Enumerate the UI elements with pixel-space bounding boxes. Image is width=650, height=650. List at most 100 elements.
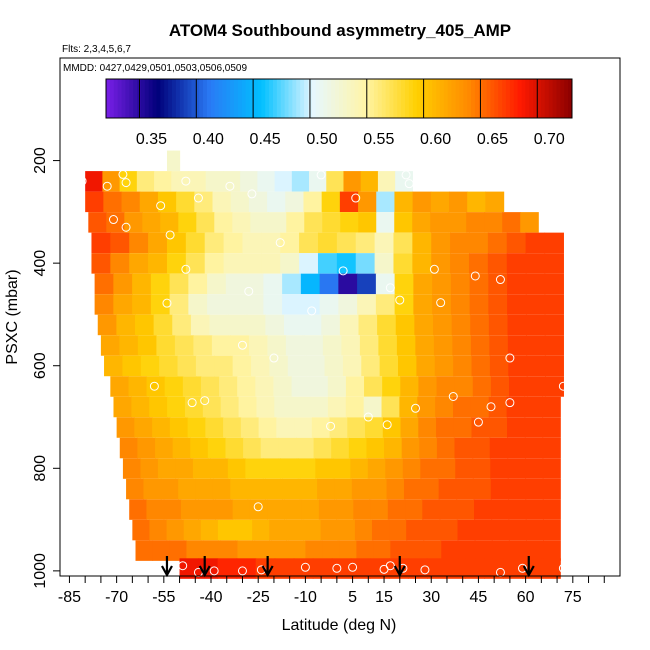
colorbar-segment (490, 79, 495, 118)
heat-cell (187, 417, 206, 438)
heat-cell (430, 212, 449, 233)
heat-cell (450, 253, 470, 274)
heat-cell (265, 478, 283, 500)
heat-cell (453, 355, 473, 377)
data-point (118, 169, 128, 179)
heat-cell (269, 355, 289, 377)
colorbar-segment (106, 79, 111, 118)
profile-arrows (161, 556, 535, 578)
heat-cell (284, 314, 304, 336)
heat-cell (336, 232, 357, 254)
heat-cell (285, 191, 305, 213)
heat-cell (263, 273, 283, 295)
heat-cell (300, 294, 321, 315)
heat-cell (178, 478, 197, 500)
colorbar-segment (350, 79, 356, 118)
colorbar-segment (529, 79, 534, 118)
data-point (495, 275, 505, 285)
heat-cell (274, 171, 293, 192)
colorbar-segment (280, 79, 286, 118)
data-point (379, 564, 389, 574)
heat-cell (116, 314, 136, 336)
heat-cell (472, 458, 491, 479)
heat-cell (150, 273, 171, 295)
colorbar-tick-label: 0.65 (477, 131, 508, 148)
data-point (505, 353, 515, 363)
heat-cell (466, 212, 485, 233)
heat-cell (129, 499, 148, 520)
heat-cell (337, 519, 356, 541)
heat-cell (491, 499, 510, 520)
heat-cell (140, 355, 160, 377)
data-point (558, 563, 568, 573)
heat-cell (453, 396, 472, 418)
data-point (178, 561, 188, 571)
colorbar-segment (222, 79, 227, 118)
heat-cell (204, 232, 225, 254)
colorbar-segment (144, 79, 150, 118)
heat-cell (400, 417, 419, 438)
heat-cell (134, 417, 153, 438)
heat-cell (309, 171, 327, 192)
heat-cell (85, 171, 103, 192)
heat-cell (299, 478, 318, 500)
heat-cell (300, 273, 321, 295)
heat-cell (91, 253, 111, 274)
heat-cell (384, 437, 403, 459)
colorbar-segment (269, 79, 274, 118)
heat-cell (525, 273, 546, 295)
x-tick-label: -40 (199, 589, 222, 606)
heat-cell (371, 519, 390, 541)
heat-cell (363, 396, 383, 418)
heat-cell (436, 437, 456, 459)
heat-cell (173, 150, 181, 172)
heat-cell (348, 437, 368, 459)
colorbar-segment (249, 79, 255, 118)
heat-cell (142, 212, 161, 233)
heat-cell (488, 294, 508, 315)
colorbar-segment (210, 79, 216, 118)
heat-cell (361, 355, 381, 377)
colorbar (105, 78, 573, 119)
heat-cell (525, 499, 544, 520)
data-point (77, 176, 87, 186)
heat-cell (149, 396, 168, 418)
heat-cell (299, 253, 319, 274)
x-axis: -85 -70 -55 -40 -25 -10 5 15 30 45 60 75 (58, 576, 605, 606)
heat-cell (303, 191, 323, 213)
data-point (237, 340, 247, 350)
heat-cell (507, 294, 527, 315)
heat-cell (225, 294, 246, 315)
heat-cell (222, 171, 241, 192)
heat-cell (322, 540, 340, 561)
x-tick-label: -55 (152, 589, 175, 606)
heat-cell (434, 355, 454, 377)
data-point (395, 295, 405, 305)
heat-cell (237, 540, 256, 561)
colorbar-segment (401, 79, 406, 118)
colorbar-segment (140, 79, 146, 118)
heat-cell (322, 212, 341, 233)
heat-cell (210, 458, 229, 479)
data-point (162, 298, 172, 308)
y-tick-label: 800 (32, 455, 49, 482)
colorbar-segment (381, 79, 387, 118)
heat-cell (302, 314, 322, 336)
heat-cell (509, 376, 528, 397)
heat-cell (359, 335, 379, 356)
data-point (527, 199, 537, 209)
heat-cell (343, 171, 362, 192)
heat-cell (508, 499, 527, 520)
colorbar-segment (552, 79, 557, 118)
data-point (473, 417, 483, 427)
colorbar-segment (304, 79, 309, 118)
heat-cell (347, 417, 366, 438)
heat-cell (432, 294, 452, 315)
heat-cell (294, 417, 313, 438)
heat-cell (401, 437, 420, 459)
heat-cell (431, 232, 451, 254)
colorbar-segment (482, 79, 488, 118)
heat-cell (219, 376, 238, 397)
data-point (338, 266, 348, 276)
heat-cell (129, 232, 149, 254)
